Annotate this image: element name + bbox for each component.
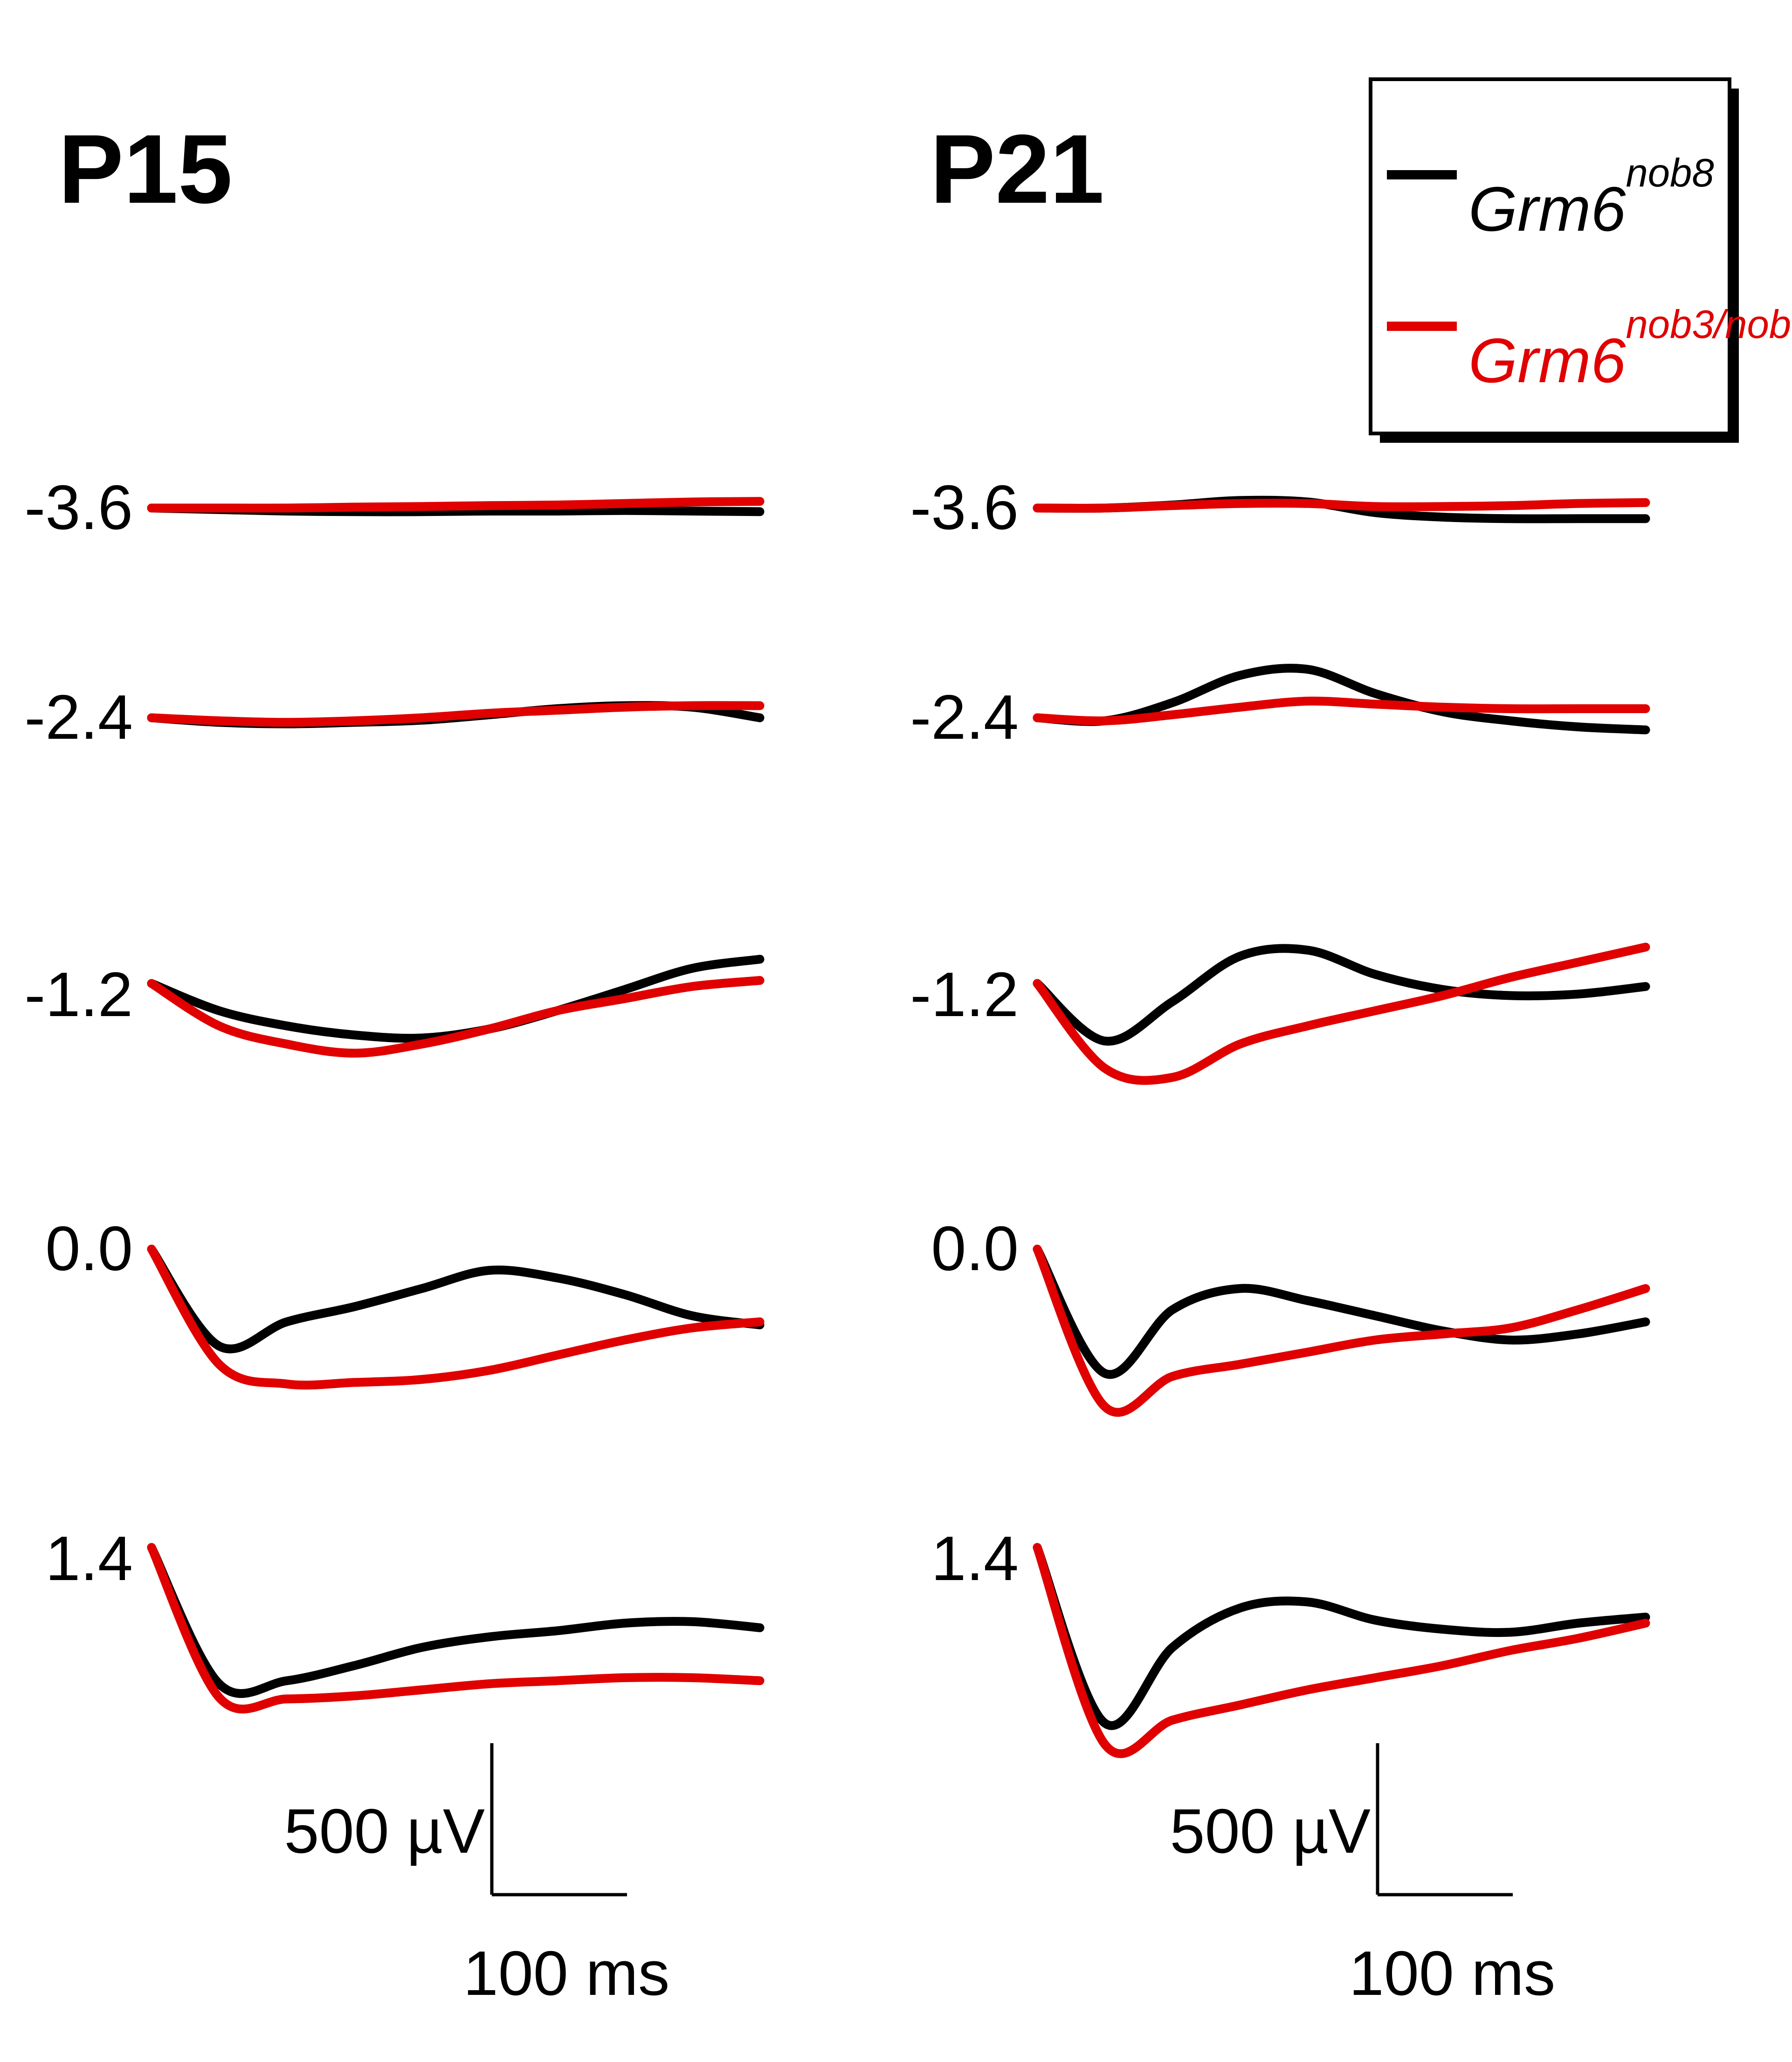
trace-p21-3-nob3-nob8 xyxy=(1037,1249,1646,1412)
legend-label-nob8-base: Grm6 xyxy=(1468,174,1626,244)
trace-p15-4-nob8 xyxy=(152,1547,760,1693)
trace-p15-4-nob3-nob8 xyxy=(152,1547,760,1709)
trace-p21-4-nob8 xyxy=(1037,1547,1646,1725)
trace-p21-2-nob8 xyxy=(1037,949,1646,1041)
intensity-label-p15-1: -2.4 xyxy=(24,682,133,752)
legend-label-nob3-nob8-base: Grm6 xyxy=(1468,325,1626,396)
legend: Grm6nob8 Grm6nob3/nob8 xyxy=(1371,79,1792,443)
trace-p21-4-nob3-nob8 xyxy=(1037,1547,1646,1754)
trace-p15-3-nob3-nob8 xyxy=(152,1249,760,1385)
panel-title-p21: P21 xyxy=(930,114,1104,224)
legend-label-nob8-sup: nob8 xyxy=(1626,151,1714,195)
trace-p15-1-nob3-nob8 xyxy=(152,706,760,722)
legend-label-nob3-nob8-sup: nob3/nob8 xyxy=(1626,302,1792,347)
scale-bar-p15-amplitude-label: 500 µV xyxy=(284,1796,485,1866)
trace-p21-2-nob3-nob8 xyxy=(1037,947,1646,1080)
intensity-label-p21-0: -3.6 xyxy=(910,472,1019,543)
trace-p21-3-nob8 xyxy=(1037,1249,1646,1375)
scale-bar-p21: 500 µV 100 ms xyxy=(1170,1743,1555,2008)
panel-title-p15: P15 xyxy=(58,114,233,224)
intensity-label-p15-0: -3.6 xyxy=(24,472,133,543)
intensity-label-p15-2: -1.2 xyxy=(24,959,133,1030)
scale-bar-p15: 500 µV 100 ms xyxy=(284,1743,669,2008)
intensity-label-p21-2: -1.2 xyxy=(910,959,1019,1030)
intensity-label-p21-3: 0.0 xyxy=(931,1213,1019,1284)
scale-bar-p15-time-label: 100 ms xyxy=(463,1938,670,2008)
intensity-label-p21-4: 1.4 xyxy=(931,1523,1019,1594)
trace-p21-1-nob3-nob8 xyxy=(1037,701,1646,721)
intensity-label-p21-1: -2.4 xyxy=(910,682,1019,752)
trace-p21-0-nob3-nob8 xyxy=(1037,502,1646,508)
scale-bar-p21-time-label: 100 ms xyxy=(1349,1938,1556,2008)
scale-bar-p21-amplitude-label: 500 µV xyxy=(1170,1796,1371,1866)
intensity-label-p15-3: 0.0 xyxy=(45,1213,133,1284)
trace-p15-2-nob8 xyxy=(152,959,760,1038)
traces-layer xyxy=(152,500,1646,1753)
intensity-label-p15-4: 1.4 xyxy=(45,1523,133,1594)
